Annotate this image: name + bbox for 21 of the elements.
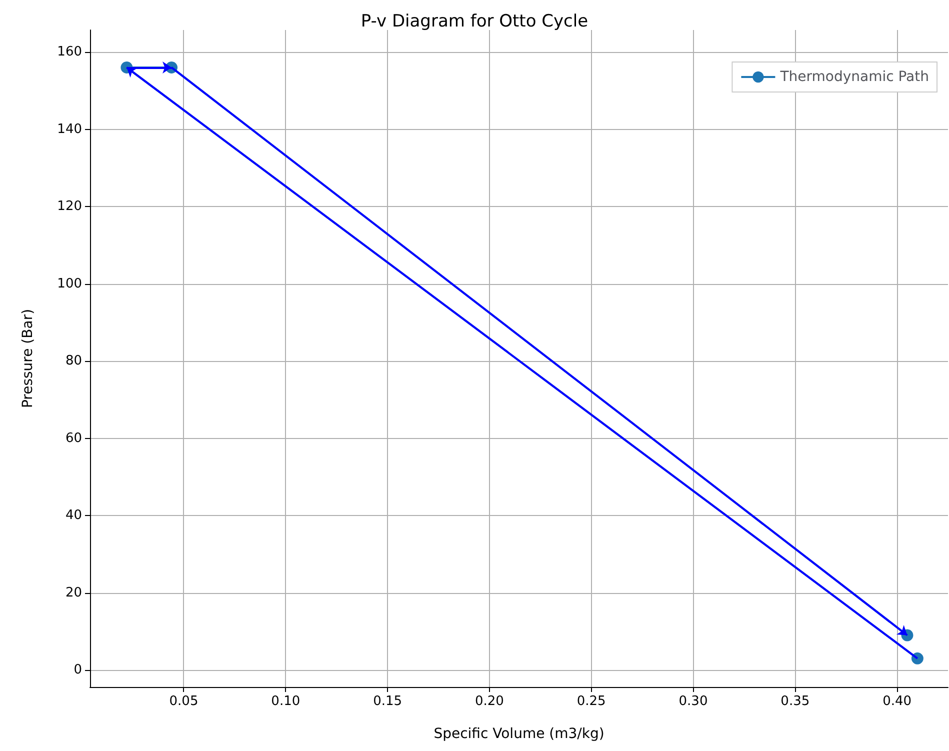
y-tick-label: 40 — [65, 508, 82, 524]
y-tick-label: 140 — [57, 122, 82, 137]
y-tick-label: 120 — [57, 199, 82, 214]
x-tick-label: 0.30 — [678, 694, 708, 709]
x-tick-label: 0.40 — [882, 694, 912, 709]
y-tick-label: 60 — [65, 430, 82, 446]
x-tick-label: 0.10 — [271, 694, 300, 709]
x-tick-label: 0.35 — [780, 694, 810, 709]
y-tick-label: 160 — [57, 44, 82, 60]
y-tick-label: 0 — [74, 662, 82, 678]
chart-title: P-v Diagram for Otto Cycle — [360, 12, 588, 32]
x-tick-label: 0.25 — [576, 694, 606, 709]
x-axis-title: Specific Volume (m3/kg) — [434, 726, 604, 742]
y-tick-label: 20 — [65, 585, 82, 600]
x-tick-label: 0.20 — [474, 694, 504, 709]
y-tick-label: 80 — [65, 354, 82, 369]
x-tick-label: 0.15 — [373, 694, 402, 709]
legend-label: Thermodynamic Path — [779, 69, 930, 85]
x-tick-label: 0.05 — [169, 694, 198, 709]
y-tick-label: 100 — [57, 276, 82, 292]
y-axis-title: Pressure (Bar) — [20, 308, 36, 408]
